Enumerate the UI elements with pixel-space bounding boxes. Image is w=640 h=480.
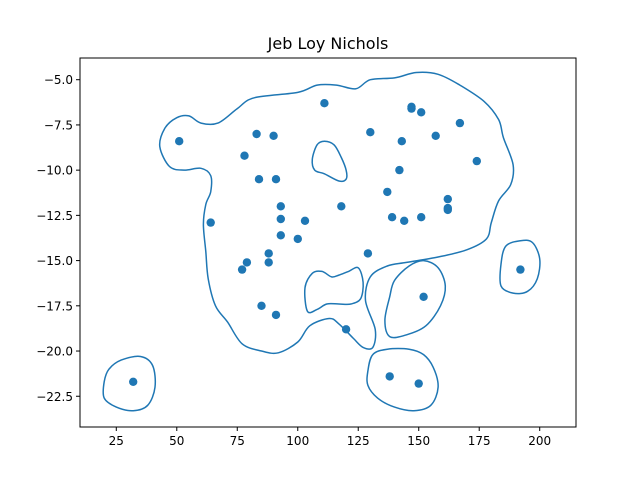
- x-tick-label: 75: [230, 434, 245, 448]
- x-tick-label: 50: [169, 434, 184, 448]
- x-tick-label: 125: [347, 434, 370, 448]
- contour-line-2: [311, 140, 348, 183]
- data-point: [417, 108, 426, 117]
- y-tick-label: −10.0: [36, 164, 73, 178]
- y-tick-label: −15.0: [36, 254, 73, 268]
- data-point: [269, 131, 278, 140]
- data-point: [276, 202, 285, 211]
- data-point: [455, 118, 465, 128]
- data-point: [341, 325, 351, 334]
- data-point: [293, 234, 302, 244]
- data-point: [254, 175, 264, 184]
- data-point: [414, 379, 423, 388]
- data-point: [252, 129, 261, 139]
- data-point: [419, 292, 428, 301]
- data-point: [337, 202, 346, 211]
- data-point: [276, 231, 285, 240]
- data-point: [363, 249, 373, 258]
- data-point: [385, 372, 394, 381]
- x-tick-label: 150: [407, 434, 430, 448]
- data-point: [242, 258, 252, 267]
- y-tick-label: −12.5: [36, 209, 73, 223]
- x-tick-label: 25: [109, 434, 124, 448]
- contour-line-3: [304, 266, 364, 314]
- data-point: [271, 310, 281, 320]
- y-tick-label: −17.5: [36, 299, 73, 313]
- data-point: [240, 151, 249, 160]
- data-point: [443, 205, 452, 215]
- data-point: [320, 99, 329, 108]
- data-point: [397, 137, 406, 146]
- x-tick-label: 175: [468, 434, 491, 448]
- scatter-points: [129, 99, 525, 388]
- data-point: [383, 187, 392, 197]
- data-point: [417, 213, 426, 222]
- contour-line-4: [384, 259, 447, 339]
- contour-line-6: [366, 347, 439, 412]
- plot-area-frame: [79, 57, 577, 428]
- data-point: [264, 249, 273, 258]
- data-point: [431, 131, 440, 140]
- chart-title: Jeb Loy Nichols: [267, 34, 389, 53]
- data-point: [472, 156, 481, 166]
- x-axis: 25 50 75 100 125 150 175 200: [109, 427, 551, 448]
- y-tick-label: −22.5: [36, 390, 73, 404]
- data-point: [400, 216, 409, 225]
- density-contours: [102, 71, 541, 412]
- data-point: [276, 214, 285, 224]
- contour-line-1: [158, 71, 515, 355]
- data-point: [237, 265, 247, 274]
- data-point: [257, 301, 266, 310]
- contour-line-5: [499, 239, 541, 295]
- contour-line-7: [102, 355, 157, 412]
- x-tick-label: 200: [528, 434, 551, 448]
- data-point: [407, 104, 416, 113]
- y-tick-label: −20.0: [36, 345, 73, 359]
- data-point: [264, 258, 273, 267]
- data-point: [271, 175, 281, 184]
- data-point: [366, 128, 375, 137]
- data-point: [300, 216, 310, 225]
- y-tick-label: −5.0: [44, 73, 73, 87]
- data-point: [175, 137, 184, 146]
- data-point: [395, 165, 404, 175]
- data-point: [129, 377, 138, 386]
- x-tick-label: 100: [286, 434, 309, 448]
- y-axis: −5.0 −7.5 −10.0 −12.5 −15.0 −17.5 −20.0 −22.5: [36, 73, 80, 404]
- data-point: [387, 213, 397, 222]
- data-point: [206, 218, 215, 227]
- data-point: [443, 194, 452, 204]
- y-tick-label: −7.5: [44, 118, 73, 132]
- data-point: [516, 265, 525, 274]
